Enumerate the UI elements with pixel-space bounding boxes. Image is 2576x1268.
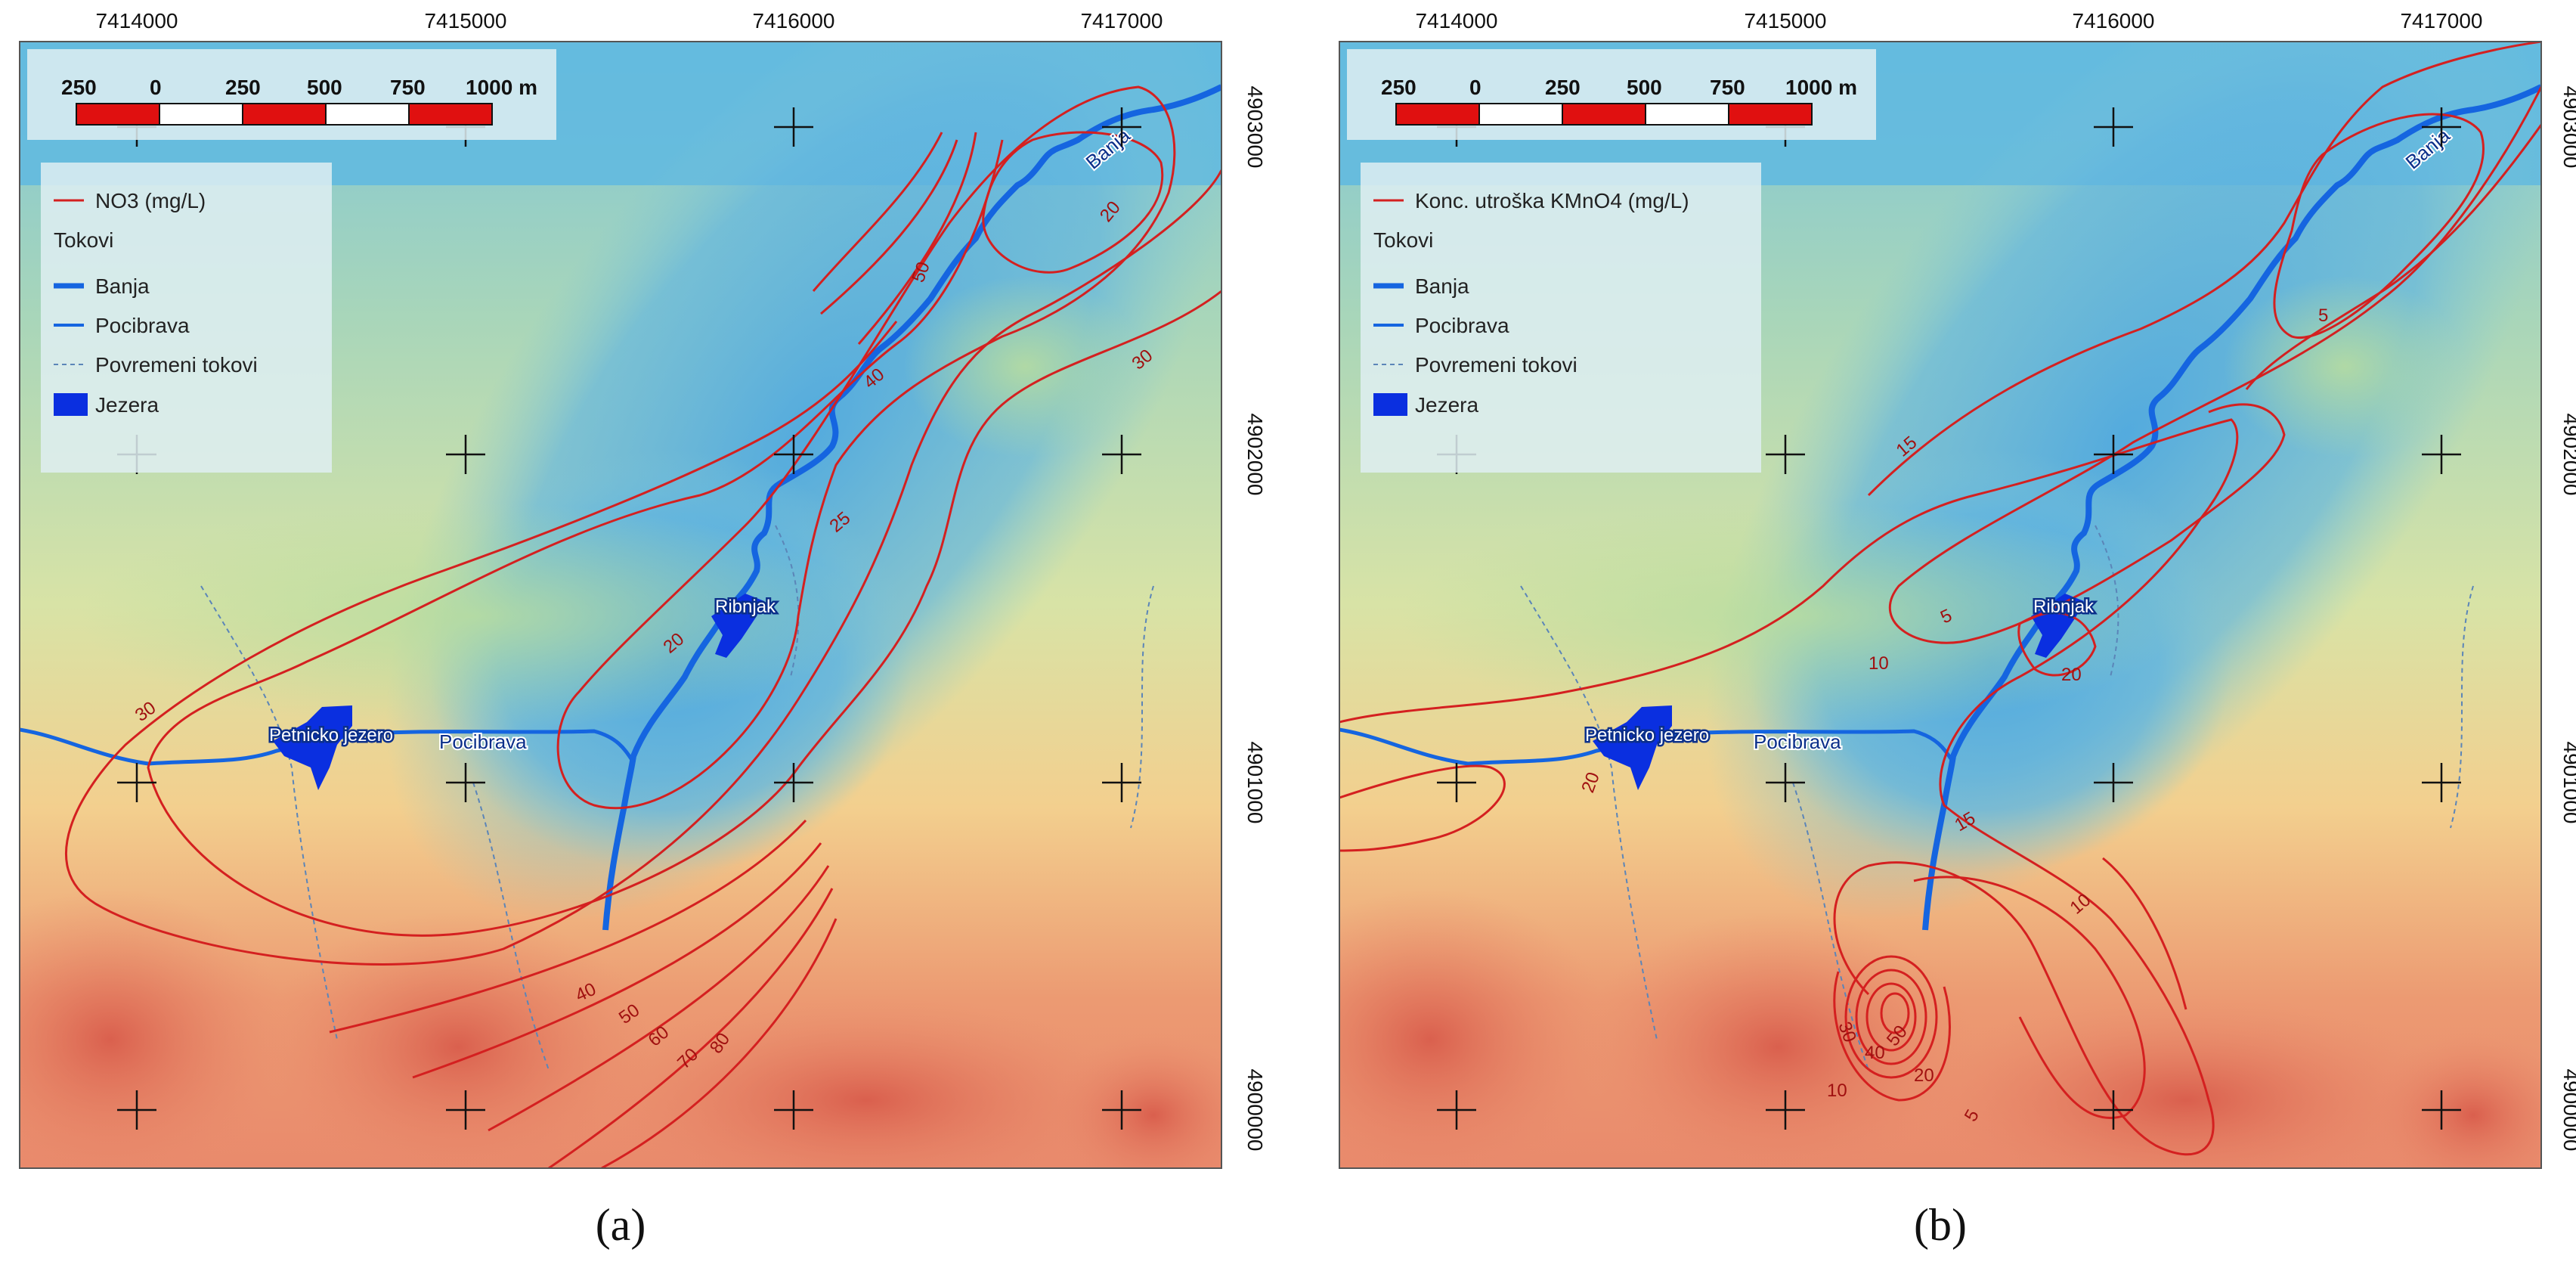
legend-item: Banja: [95, 274, 150, 298]
lake-label: Petnicko jezero: [269, 725, 393, 746]
panel-caption: (b): [1914, 1200, 1967, 1250]
stream-label: Pocibrava: [439, 730, 527, 753]
lake-swatch-icon: [1373, 393, 1407, 416]
legend-item: Pocibrava: [1415, 314, 1509, 337]
contour-lines: [64, 85, 1221, 1168]
legend-item: Povremeni tokovi: [95, 353, 258, 377]
contour-lines: [1339, 42, 2541, 1156]
place-labels: Petnicko jezero Ribnjak Pocibrava Banja: [1584, 122, 2457, 755]
y-tick-label: 4901000: [2559, 741, 2576, 823]
legend-contour-label: Konc. utroška KMnO4 (mg/L): [1415, 189, 1689, 212]
x-tick-label: 7416000: [2072, 9, 2154, 33]
x-tick-label: 7416000: [752, 9, 834, 33]
legend-item: Jezera: [95, 393, 159, 417]
scale-label: 250: [1545, 76, 1581, 99]
x-tick-label: 7417000: [1080, 9, 1163, 33]
pond-label: Ribnjak: [715, 597, 776, 617]
scale-bar: 250 0 250 500 750 1000 m: [27, 49, 556, 140]
y-tick-label: 4903000: [1243, 85, 1267, 168]
x-tick-label: 7414000: [1415, 9, 1497, 33]
x-tick-label: 7417000: [2400, 9, 2482, 33]
legend-item: Pocibrava: [95, 314, 190, 337]
scale-label: 1000 m: [1785, 76, 1857, 99]
scale-label: 500: [307, 76, 342, 99]
y-tick-label: 4902000: [1243, 413, 1267, 495]
y-tick-label: 4900000: [1243, 1068, 1267, 1151]
legend-group-title: Tokovi: [1373, 228, 1433, 252]
panel-caption: (a): [596, 1200, 646, 1250]
panel-a: 50 40 25 20 20 30 30 40 50 60 70 80 Petn…: [19, 9, 1267, 1169]
contour-label: 10: [1869, 653, 1889, 674]
x-axis: 7414000 7415000 7416000 7417000: [1415, 9, 2482, 33]
y-axis: 4903000 4902000 4901000 4900000: [1243, 85, 1267, 1151]
legend-item: Povremeni tokovi: [1415, 353, 1577, 377]
stream-label: Pocibrava: [1754, 730, 1841, 753]
contour-label: 5: [2318, 305, 2328, 326]
contour-label: 20: [2061, 665, 2082, 685]
scale-label: 0: [1469, 76, 1482, 99]
x-tick-label: 7415000: [424, 9, 506, 33]
scale-label: 0: [150, 76, 162, 99]
panel-b: 5 15 5 10 20 20 15 10 30 40 50 20 10 5 P…: [1339, 9, 2576, 1169]
scale-label: 250: [61, 76, 97, 99]
x-tick-label: 7415000: [1744, 9, 1826, 33]
contour-label: 40: [1865, 1043, 1885, 1063]
y-axis: 4903000 4902000 4901000 4900000: [2559, 85, 2576, 1151]
scale-label: 250: [1381, 76, 1416, 99]
y-tick-label: 4901000: [1243, 741, 1267, 823]
legend: NO3 (mg/L) Tokovi Banja Pocibrava Povrem…: [41, 163, 332, 473]
y-tick-label: 4903000: [2559, 85, 2576, 168]
scale-label: 250: [225, 76, 261, 99]
lake-label: Petnicko jezero: [1585, 725, 1709, 746]
scale-label: 1000 m: [466, 76, 537, 99]
scale-label: 750: [390, 76, 426, 99]
contour-label: 20: [1914, 1065, 1934, 1086]
legend-contour-label: NO3 (mg/L): [95, 189, 206, 212]
contour-label: 10: [1827, 1080, 1847, 1101]
legend-item: Banja: [1415, 274, 1469, 298]
x-axis: 7414000 7415000 7416000 7417000: [95, 9, 1163, 33]
lake-swatch-icon: [54, 393, 88, 416]
pond-label: Ribnjak: [2033, 597, 2095, 617]
legend-group-title: Tokovi: [54, 228, 113, 252]
y-tick-label: 4900000: [2559, 1068, 2576, 1151]
scale-label: 750: [1710, 76, 1745, 99]
scale-label: 500: [1627, 76, 1662, 99]
y-tick-label: 4902000: [2559, 413, 2576, 495]
legend-item: Jezera: [1415, 393, 1478, 417]
legend: Konc. utroška KMnO4 (mg/L) Tokovi Banja …: [1361, 163, 1761, 473]
x-tick-label: 7414000: [95, 9, 178, 33]
scale-bar: 250 0 250 500 750 1000 m: [1347, 49, 1876, 140]
